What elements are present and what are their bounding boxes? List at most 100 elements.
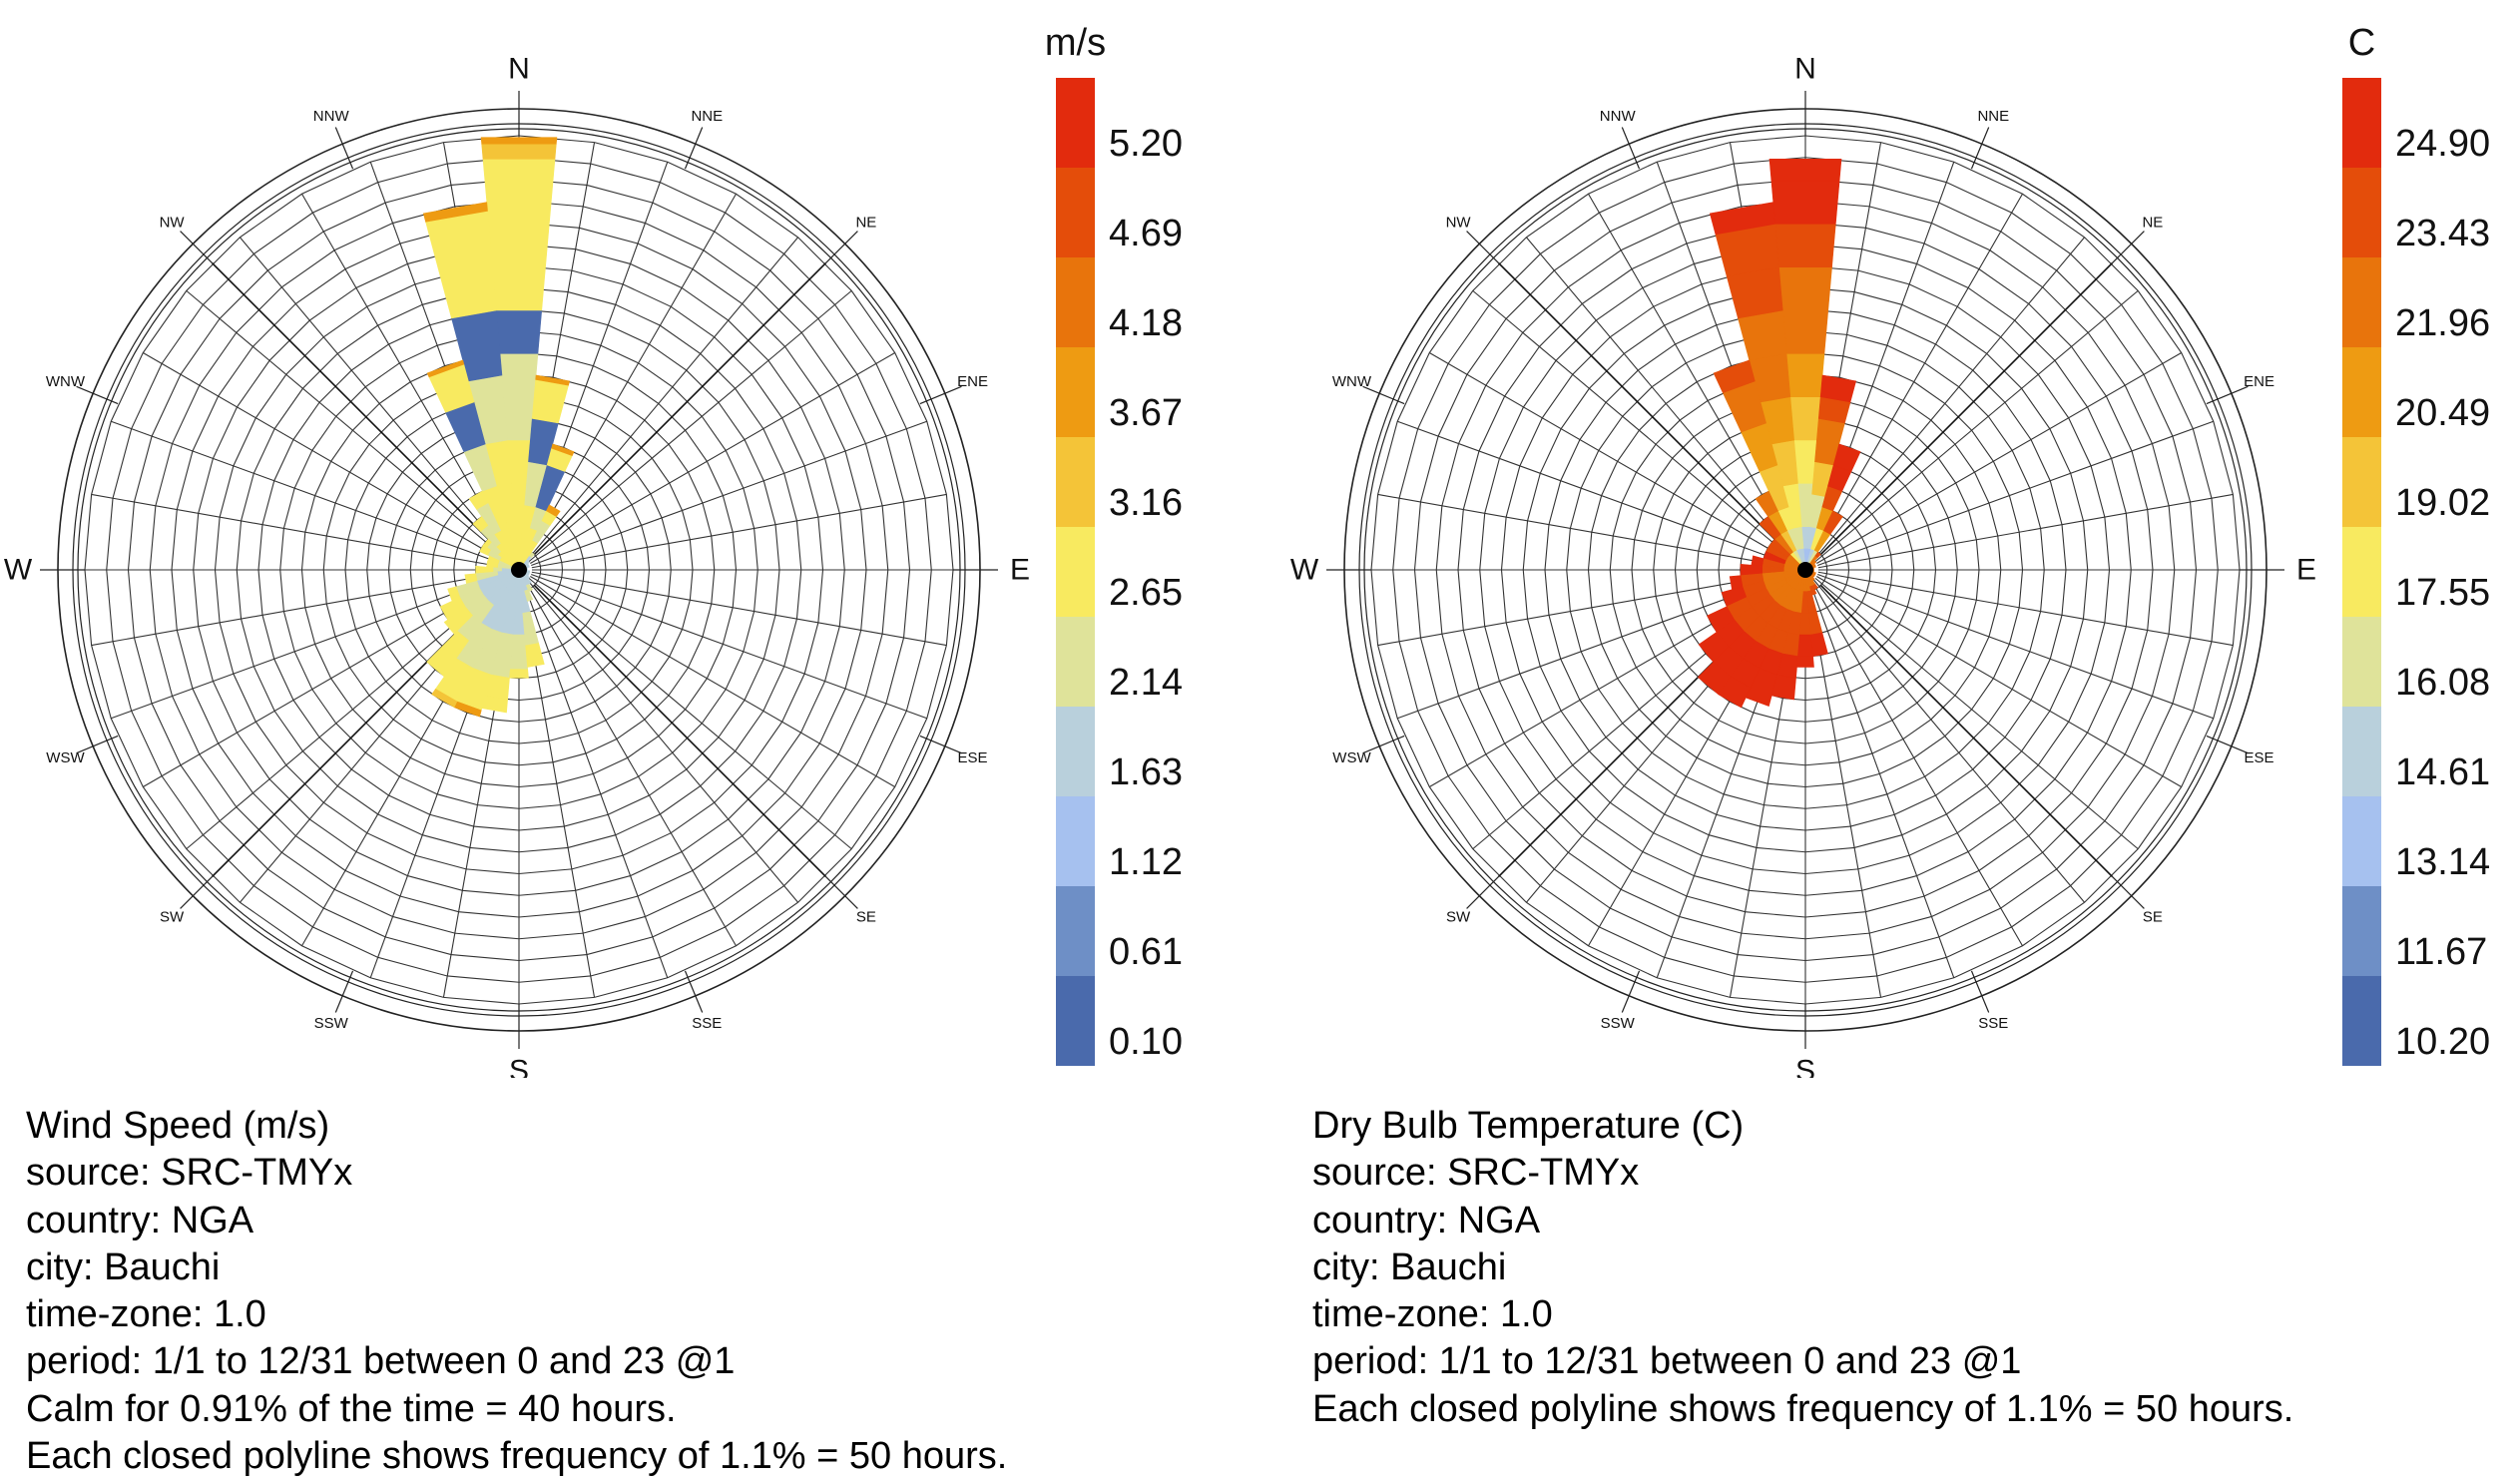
direction-label-nw: NW <box>1446 215 1472 232</box>
rose-bar-segment <box>1752 556 1764 566</box>
rose-bar-segment <box>481 138 557 145</box>
radial-spoke <box>1817 421 2214 565</box>
direction-label-nnw: NNW <box>313 108 350 125</box>
radial-spoke <box>1397 421 1793 565</box>
rose-bar-segment <box>526 644 545 668</box>
rose-bar-segment <box>1738 310 1786 360</box>
direction-label-e: E <box>2296 554 2316 587</box>
legend-color-swatch <box>2342 257 2381 347</box>
rose-bar-segment <box>1786 353 1824 396</box>
direction-label-ese: ESE <box>958 749 988 766</box>
direction-label-wnw: WNW <box>46 373 86 390</box>
direction-label-ne: NE <box>2142 215 2163 232</box>
legend-label: 4.69 <box>1109 213 1183 254</box>
legend-color-swatch <box>2342 617 2381 707</box>
rose-bar-segment <box>1769 159 1841 181</box>
legend-color-swatch <box>2342 437 2381 527</box>
direction-label-wsw: WSW <box>46 749 85 766</box>
info-line: Dry Bulb Temperature (C) <box>1312 1103 2293 1150</box>
legend-color-swatch <box>2342 707 2381 796</box>
center-hub <box>511 562 527 578</box>
direction-tick <box>1467 877 1499 909</box>
legend-label: 20.49 <box>2395 392 2490 434</box>
radial-spoke <box>1809 582 1953 978</box>
rose-bar-segment <box>1778 267 1831 310</box>
legend-color-swatch <box>1056 527 1095 617</box>
legend-label: 10.20 <box>2395 1021 2490 1063</box>
direction-label-s: S <box>1795 1055 1815 1079</box>
legend-label: 24.90 <box>2395 123 2490 165</box>
radial-spoke <box>523 582 667 978</box>
info-line: country: NGA <box>26 1198 1007 1244</box>
radial-spoke <box>1813 238 2084 560</box>
legend-label: 5.20 <box>1109 123 1183 165</box>
radial-spoke <box>1817 574 2214 718</box>
info-line: city: Bauchi <box>1312 1244 2293 1291</box>
wind-speed-rose-chart: N NNE NE ENE E ESE SE SSE S SSW SW WSW W WNW NW NNW 0.10… <box>0 0 1260 1078</box>
legend-label: 2.65 <box>1109 572 1183 614</box>
legend-color-swatch <box>1056 617 1095 707</box>
legend-color-swatch <box>1056 707 1095 796</box>
direction-label-sse: SSE <box>1978 1015 2008 1032</box>
info-line: Each closed polyline shows frequency of … <box>26 1433 1007 1480</box>
legend-title: m/s <box>1045 22 1106 64</box>
legend-color-swatch <box>1056 886 1095 976</box>
legend-label: 14.61 <box>2395 751 2490 793</box>
rose-bar-segment <box>426 211 497 318</box>
rose-bar-segment <box>510 670 529 679</box>
direction-label-se: SE <box>856 908 876 925</box>
legend-color-swatch <box>1056 257 1095 347</box>
legend-color-swatch <box>2342 886 2381 976</box>
rose-bar-segment <box>1797 635 1812 657</box>
direction-tick <box>181 232 213 263</box>
info-line: period: 1/1 to 12/31 between 0 and 23 @1 <box>1312 1338 2293 1385</box>
direction-label-se: SE <box>2143 908 2163 925</box>
direction-label-w: W <box>1290 554 1319 587</box>
legend-label: 2.14 <box>1109 662 1183 704</box>
info-line: period: 1/1 to 12/31 between 0 and 23 @1 <box>26 1338 1007 1385</box>
legend-label: 17.55 <box>2395 572 2490 614</box>
legend-label: 0.10 <box>1109 1021 1183 1063</box>
legend-label: 11.67 <box>2395 931 2487 973</box>
wind-speed-info-block: Wind Speed (m/s) source: SRC-TMYx country:… <box>26 1103 1007 1480</box>
rose-bar-segment <box>1782 310 1828 353</box>
info-line: Calm for 0.91% of the time = 40 hours. <box>26 1386 1007 1433</box>
radial-spoke <box>527 580 797 902</box>
direction-label-ene: ENE <box>957 373 988 390</box>
legend-label: 1.63 <box>1109 751 1183 793</box>
info-line: time-zone: 1.0 <box>1312 1291 2293 1338</box>
legend-label: 4.18 <box>1109 302 1183 344</box>
direction-label-n: N <box>508 53 530 86</box>
legend-color-swatch <box>1056 168 1095 257</box>
radial-spoke <box>1815 578 2138 848</box>
direction-tick <box>2113 877 2145 909</box>
direction-label-sse: SSE <box>692 1015 722 1032</box>
radial-spoke <box>529 290 851 561</box>
temperature-info-block: Dry Bulb Temperature (C) source: SRC-TMYx… <box>1312 1103 2293 1433</box>
legend-color-swatch <box>1056 347 1095 437</box>
info-line: Each closed polyline shows frequency of … <box>1312 1386 2293 1433</box>
legend-label: 3.67 <box>1109 392 1183 434</box>
direction-label-n: N <box>1794 53 1816 86</box>
info-line: time-zone: 1.0 <box>26 1291 1007 1338</box>
info-line: Wind Speed (m/s) <box>26 1103 1007 1150</box>
rose-bar-segment <box>496 310 542 353</box>
direction-label-wnw: WNW <box>1332 373 1372 390</box>
info-line: city: Bauchi <box>26 1244 1007 1291</box>
direction-label-nne: NNE <box>1977 108 2009 125</box>
direction-tick <box>826 232 858 263</box>
legend-label: 3.16 <box>1109 482 1183 524</box>
legend-label: 21.96 <box>2395 302 2490 344</box>
legend-label: 16.08 <box>2395 662 2490 704</box>
legend-label: 13.14 <box>2395 841 2490 883</box>
direction-label-ssw: SSW <box>1601 1015 1636 1032</box>
radial-spoke <box>1815 290 2138 561</box>
rose-bar-segment <box>1809 612 1822 635</box>
direction-label-ssw: SSW <box>314 1015 349 1032</box>
direction-label-ene: ENE <box>2244 373 2274 390</box>
legend-label: 19.02 <box>2395 482 2490 524</box>
dry-bulb-temperature-rose-chart: NNNENEENEEESESESSESSSWSWWSWWWNWNWNNW10.2… <box>1286 0 2520 1078</box>
rose-bar-segment <box>532 379 568 423</box>
rose-bar-segment <box>482 144 557 159</box>
rose-bar-segment <box>1796 657 1813 668</box>
